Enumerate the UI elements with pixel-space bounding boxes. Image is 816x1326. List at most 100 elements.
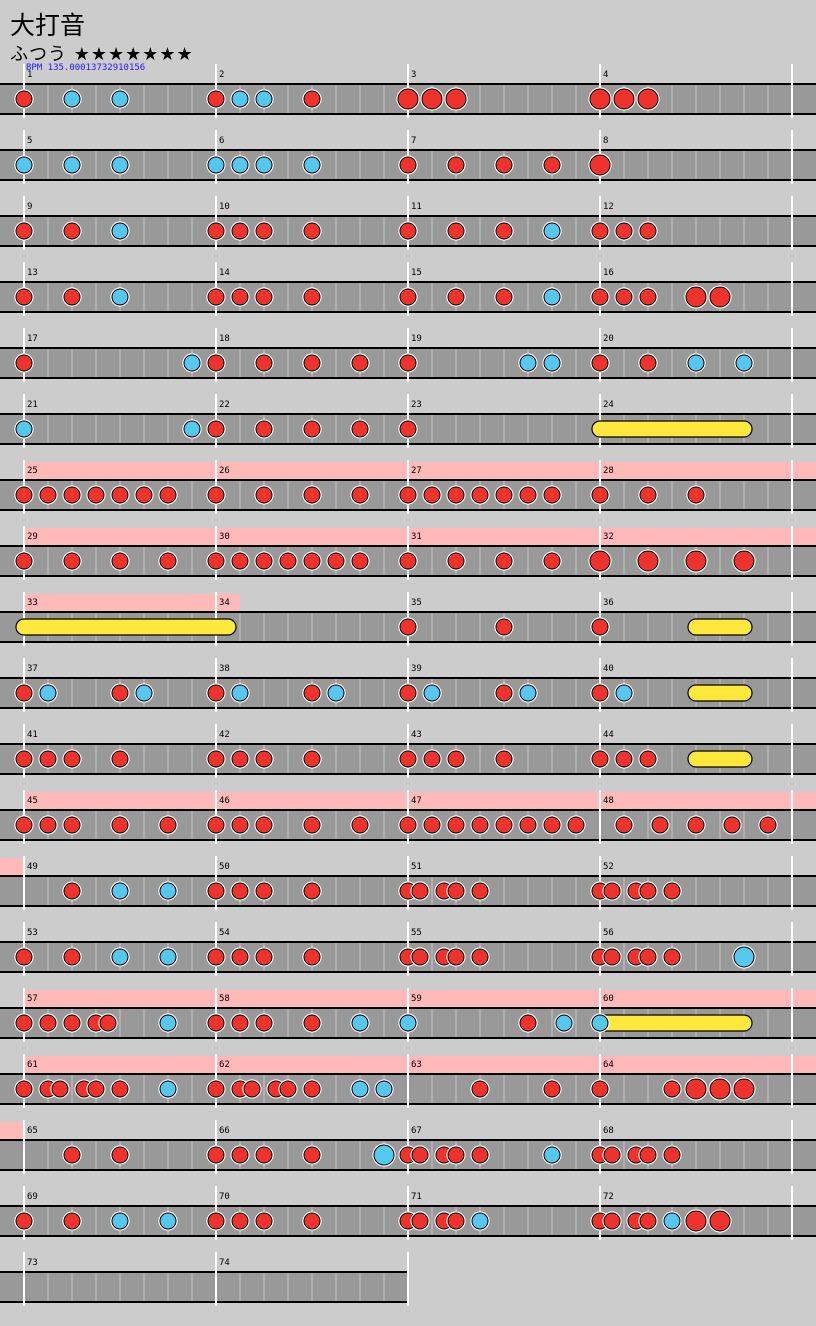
don-note — [207, 1080, 225, 1098]
measure-number: 50 — [219, 862, 230, 872]
don-note — [591, 222, 609, 240]
big-don-note — [733, 1078, 755, 1100]
don-note — [447, 1212, 465, 1230]
don-note — [255, 420, 273, 438]
ka-note — [687, 354, 705, 372]
ka-note — [15, 420, 33, 438]
don-note — [159, 816, 177, 834]
don-note — [399, 156, 417, 174]
don-note — [591, 684, 609, 702]
don-note — [279, 552, 297, 570]
measure-number: 60 — [603, 994, 614, 1004]
don-note — [111, 1080, 129, 1098]
ka-note — [543, 222, 561, 240]
don-note — [399, 750, 417, 768]
don-note — [207, 816, 225, 834]
ka-note — [111, 90, 129, 108]
don-note — [15, 222, 33, 240]
don-note — [99, 1014, 117, 1032]
note-lane — [0, 1272, 408, 1302]
ka-note — [159, 1080, 177, 1098]
measure-number: 36 — [603, 598, 614, 608]
don-note — [447, 222, 465, 240]
measure-number: 64 — [603, 1060, 614, 1070]
don-note — [519, 816, 537, 834]
gogo-section — [0, 1122, 24, 1139]
don-note — [111, 750, 129, 768]
don-note — [15, 552, 33, 570]
don-note — [639, 222, 657, 240]
ka-note — [555, 1014, 573, 1032]
ka-note — [159, 882, 177, 900]
don-note — [471, 882, 489, 900]
ka-note — [543, 288, 561, 306]
big-don-note — [589, 154, 611, 176]
measure-number: 31 — [411, 532, 422, 542]
don-note — [615, 750, 633, 768]
don-note — [591, 486, 609, 504]
don-note — [111, 816, 129, 834]
don-note — [495, 618, 513, 636]
measure-number: 19 — [411, 334, 422, 344]
don-note — [303, 288, 321, 306]
don-note — [639, 750, 657, 768]
song-title: 大打音 — [10, 11, 86, 40]
don-note — [231, 948, 249, 966]
don-note — [651, 816, 669, 834]
don-note — [63, 1146, 81, 1164]
don-note — [303, 882, 321, 900]
difficulty-label: ふつう — [10, 44, 67, 65]
don-note — [63, 288, 81, 306]
don-note — [447, 750, 465, 768]
don-note — [207, 882, 225, 900]
ka-note — [399, 1014, 417, 1032]
don-note — [39, 486, 57, 504]
don-note — [207, 288, 225, 306]
don-note — [243, 1080, 261, 1098]
measure-number: 29 — [27, 532, 38, 542]
don-note — [351, 420, 369, 438]
don-note — [231, 1146, 249, 1164]
don-note — [411, 948, 429, 966]
don-note — [351, 816, 369, 834]
big-ka-note — [733, 946, 755, 968]
don-note — [423, 750, 441, 768]
don-note — [63, 486, 81, 504]
don-note — [327, 552, 345, 570]
measure-number: 13 — [27, 268, 38, 278]
ka-note — [63, 90, 81, 108]
measure-number: 56 — [603, 928, 614, 938]
ka-note — [735, 354, 753, 372]
ka-note — [111, 156, 129, 174]
big-don-note — [589, 550, 611, 572]
measure-number: 55 — [411, 928, 422, 938]
star-rating: ★★★★★★★ — [73, 44, 194, 65]
ka-note — [111, 1212, 129, 1230]
measure-number: 38 — [219, 664, 230, 674]
measure-number: 70 — [219, 1192, 230, 1202]
don-note — [279, 1080, 297, 1098]
don-note — [663, 1080, 681, 1098]
don-note — [231, 750, 249, 768]
measure-number: 17 — [27, 334, 38, 344]
don-note — [615, 816, 633, 834]
don-note — [207, 1146, 225, 1164]
don-note — [255, 882, 273, 900]
ka-note — [255, 156, 273, 174]
don-note — [495, 816, 513, 834]
don-note — [303, 948, 321, 966]
ka-note — [111, 948, 129, 966]
don-note — [207, 486, 225, 504]
don-note — [423, 486, 441, 504]
measure-number: 63 — [411, 1060, 422, 1070]
don-note — [447, 948, 465, 966]
don-note — [411, 1146, 429, 1164]
ka-note — [255, 90, 273, 108]
ka-note — [183, 420, 201, 438]
don-note — [351, 552, 369, 570]
don-note — [399, 486, 417, 504]
don-note — [231, 1212, 249, 1230]
don-note — [591, 288, 609, 306]
don-note — [231, 222, 249, 240]
